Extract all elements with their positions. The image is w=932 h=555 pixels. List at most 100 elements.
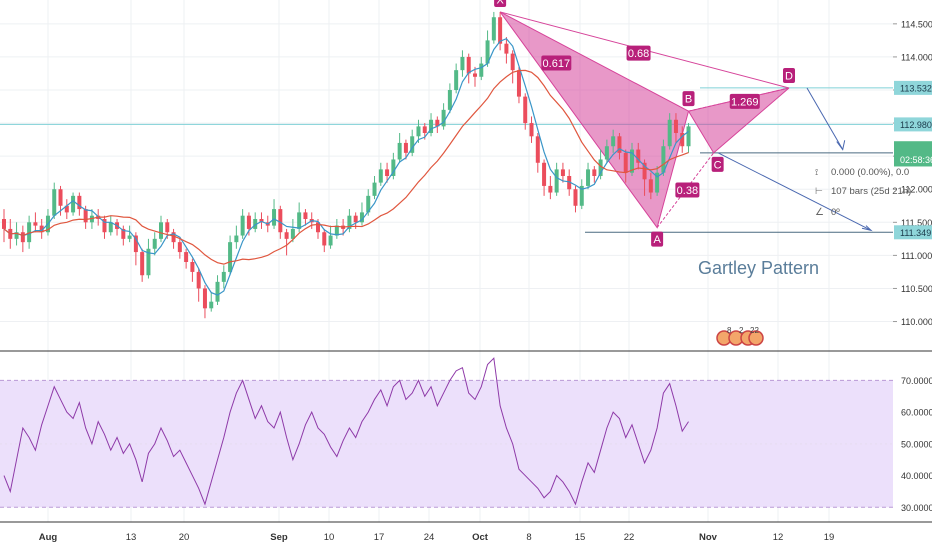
candle-body xyxy=(598,159,603,176)
candle-body xyxy=(272,209,277,226)
ruler-bar-count: 107 bars (25d 21h) xyxy=(831,186,911,197)
candle-body xyxy=(535,136,540,163)
pattern-point-c-bg xyxy=(711,156,724,172)
candle-body xyxy=(454,70,459,90)
time-tick-label: Sep xyxy=(270,532,288,543)
candle-body xyxy=(680,133,685,147)
candle-body xyxy=(297,212,302,229)
candle-body xyxy=(259,219,264,223)
pattern-point-x-bg xyxy=(494,0,507,7)
event-count-2: 2 xyxy=(739,326,744,335)
candle-body xyxy=(165,222,170,233)
price-tag-label: 112.980 xyxy=(900,120,932,130)
pattern-point-labels: X A B C D 0.617 0.68 1.269 0.38 xyxy=(494,0,795,247)
time-tick-label: Aug xyxy=(39,532,58,543)
rsi-series-line xyxy=(3,357,689,506)
rsi-axis[interactable]: 70.0000 60.0000 50.0000 40.0000 30.0000 xyxy=(901,376,932,513)
candle-body xyxy=(435,119,440,127)
candle-body xyxy=(184,252,189,262)
candle-body xyxy=(617,136,622,153)
time-tick-label: Nov xyxy=(699,532,718,543)
flag-icon xyxy=(748,330,764,346)
candle-body xyxy=(378,169,383,183)
candle-body xyxy=(642,162,647,180)
projection-arrow xyxy=(717,152,872,231)
candle-body xyxy=(83,209,88,223)
candle-body xyxy=(554,169,559,193)
measure-ruler[interactable]: ⟟ 0.000 (0.00%), 0.0 ⊢ 107 bars (25d 21h… xyxy=(815,167,911,218)
candle-body xyxy=(171,232,176,243)
ratio-label-xb-text: 0.617 xyxy=(543,58,571,70)
price-tick-label: 112.000 xyxy=(901,185,932,195)
candle-body xyxy=(673,119,678,133)
candle-body xyxy=(648,179,653,193)
pattern-point-a-text: A xyxy=(653,234,661,246)
moving-average-lines xyxy=(3,38,689,296)
slow-moving-average xyxy=(3,69,689,265)
candle-body xyxy=(391,159,396,176)
candle-body xyxy=(586,169,591,186)
price-tick-label: 111.500 xyxy=(901,218,932,228)
time-tick-label: 17 xyxy=(374,532,385,543)
candle-body xyxy=(422,126,427,133)
candle-body xyxy=(372,182,377,196)
candle-body xyxy=(127,235,132,239)
candle-body xyxy=(52,189,57,216)
candle-body xyxy=(359,212,364,223)
time-axis[interactable]: Aug 13 20 Sep 10 17 24 Oct 8 15 22 Nov 12 19 xyxy=(39,532,835,543)
candle-body xyxy=(479,63,484,77)
price-tick-label: 110.500 xyxy=(901,284,932,294)
candle-body xyxy=(14,232,19,239)
candle-body xyxy=(630,149,634,173)
candle-body xyxy=(77,195,82,210)
candle-body xyxy=(567,176,572,190)
candle-body xyxy=(102,219,107,233)
candle-body xyxy=(234,235,239,243)
candle-body xyxy=(592,169,597,176)
price-tag-bg xyxy=(894,152,932,167)
candle-body xyxy=(71,195,76,213)
pattern-point-c: C xyxy=(711,156,724,172)
candle-body xyxy=(27,222,32,243)
candle-body xyxy=(466,56,471,74)
pattern-point-b-text: B xyxy=(685,94,692,106)
price-tag-label: 02:58:36 xyxy=(900,155,932,165)
pattern-point-d: D xyxy=(783,68,795,84)
rsi-band xyxy=(0,379,893,508)
candle-body xyxy=(403,142,408,153)
candle-body xyxy=(303,212,308,219)
candle-body xyxy=(485,40,490,64)
candle-body xyxy=(328,235,333,246)
candle-body xyxy=(397,142,402,160)
candle-body xyxy=(316,222,320,233)
ruler-angle-icon: ∠ xyxy=(815,207,824,218)
candle-body xyxy=(190,262,195,272)
candle-body xyxy=(353,215,358,223)
event-count-1: 8 xyxy=(727,326,732,335)
candle-body xyxy=(636,149,641,163)
pattern-point-c-text: C xyxy=(714,159,722,171)
candle-body xyxy=(146,248,151,276)
pattern-point-a-bg xyxy=(651,231,664,247)
price-tag-label: 113.532 xyxy=(900,83,932,93)
projection-arrow xyxy=(806,87,844,150)
ratio-label-ac-text: 0.38 xyxy=(677,185,698,197)
rsi-line xyxy=(3,357,689,506)
ratio-label-xd-bg xyxy=(626,45,651,61)
candle-body xyxy=(686,126,691,147)
candle-body xyxy=(473,73,477,77)
ratio-label-bd-bg xyxy=(729,93,760,109)
candle-body xyxy=(429,119,434,133)
candle-body xyxy=(202,288,207,309)
candle-body xyxy=(58,189,63,206)
last-price-tag-bg xyxy=(894,141,932,156)
candle-body xyxy=(159,222,163,239)
economic-events-badge[interactable]: 8 2 22 xyxy=(716,326,764,346)
candle-body xyxy=(322,232,327,246)
ratio-label-bd-text: 1.269 xyxy=(731,96,759,108)
rsi-tick-label: 40.0000 xyxy=(901,471,932,481)
price-tick-label: 114.000 xyxy=(901,52,932,62)
candle-body xyxy=(416,126,421,137)
